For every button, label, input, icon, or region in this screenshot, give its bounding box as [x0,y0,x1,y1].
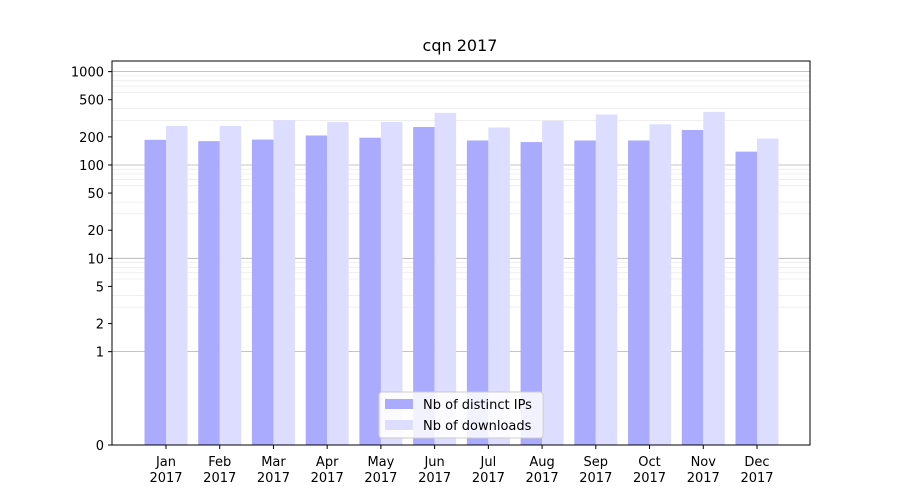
bar-distinct-ips [466,140,489,445]
bar-distinct-ips [735,151,757,445]
bar-distinct-ips [198,141,220,445]
bar-downloads [327,122,349,445]
x-tick-label: Dec 2017 [740,455,773,486]
y-tick-label: 0 [96,439,104,454]
bar-downloads [380,121,403,445]
y-tick-label: 20 [87,224,104,239]
x-tick-label: Mar 2017 [257,455,290,486]
legend-label: Nb of distinct IPs [423,398,532,413]
x-tick-label: Jun 2017 [418,455,451,486]
bar-downloads [757,138,779,445]
y-tick-label: 500 [79,94,104,109]
bar-downloads [166,125,188,445]
x-tick-label: May 2017 [364,455,397,486]
x-tick-label: Jul 2017 [472,455,505,486]
bar-distinct-ips [305,135,328,445]
y-tick-label: 100 [79,159,104,174]
bar-downloads [703,111,725,445]
x-tick-label: Nov 2017 [687,455,720,486]
bar-downloads [649,124,672,445]
y-tick-label: 2 [96,318,104,333]
bar-distinct-ips [574,140,596,445]
legend-box [378,391,544,439]
x-tick-label: Jan 2017 [149,455,182,486]
x-tick-label: Apr 2017 [311,455,344,486]
bar-downloads [219,125,242,445]
legend-swatch [385,399,413,409]
bar-distinct-ips [681,129,704,446]
legend-label: Nb of downloads [423,419,532,434]
x-tick-label: Feb 2017 [203,455,236,486]
y-tick-label: 5 [96,280,104,295]
plot-frame [111,60,811,446]
y-tick-label: 200 [79,131,104,146]
y-tick-label: 50 [87,187,104,202]
bar-downloads [488,127,510,446]
y-tick-label: 1000 [71,66,104,81]
bar-distinct-ips [520,142,543,445]
x-tick-label: Aug 2017 [526,455,559,486]
bar-distinct-ips [144,139,166,445]
x-tick-label: Oct 2017 [633,455,666,486]
bar-distinct-ips [359,137,381,445]
y-tick-label: 1 [96,346,104,361]
legend-swatch [385,420,413,430]
chart-title: cqn 2017 [423,36,498,55]
legend: Nb of distinct IPs Nb of downloads [378,391,544,439]
y-tick-label: 10 [87,252,104,267]
axes: 0 1 2 5 10 20 50 100 200 500 1000 Jan 2017 Feb 2017 Mar… [71,60,811,486]
bar-downloads [542,120,564,445]
bar-distinct-ips [413,127,435,446]
bar-distinct-ips [251,139,274,445]
bar-downloads [273,120,295,445]
bar-downloads [434,112,457,445]
bar-distinct-ips [628,140,650,445]
bar-downloads [595,114,618,445]
bars [144,111,779,446]
x-tick-label: Sep 2017 [579,455,612,486]
